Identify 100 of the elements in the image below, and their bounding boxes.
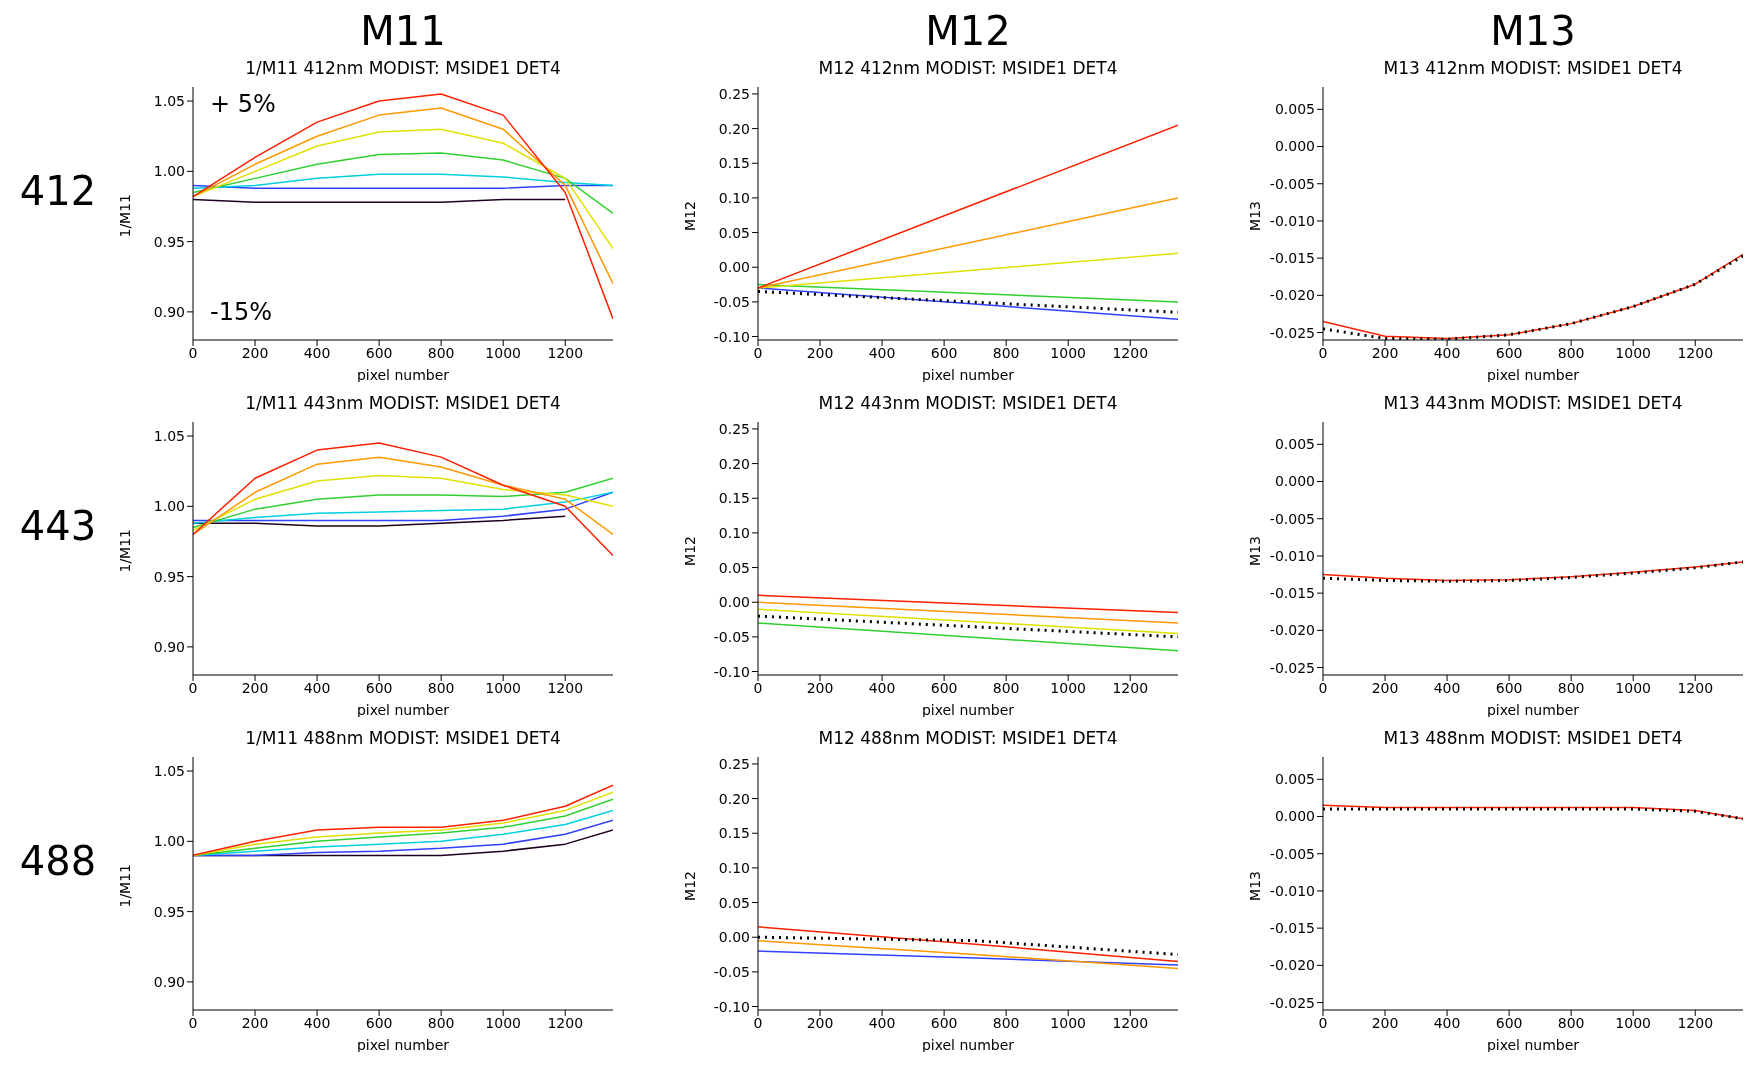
x-tick-label: 0 <box>188 344 198 361</box>
y-tick-label: -0.020 <box>1269 957 1315 974</box>
x-tick-label: 400 <box>1433 1014 1461 1031</box>
x-tick-label: 1200 <box>1677 679 1714 696</box>
y-tick-label: 0.90 <box>153 303 185 320</box>
y-axis-title: 1/M11 <box>117 194 133 238</box>
x-tick-label: 600 <box>1495 344 1523 361</box>
x-tick-label: 800 <box>992 679 1020 696</box>
y-tick-label: 0.90 <box>153 638 185 655</box>
x-tick-label: 1000 <box>485 344 522 361</box>
y-tick-label: -0.020 <box>1269 622 1315 639</box>
x-tick-label: 600 <box>1495 679 1523 696</box>
x-tick-label: 800 <box>427 679 455 696</box>
x-tick-label: 1200 <box>1112 344 1149 361</box>
x-tick-label: 200 <box>241 344 269 361</box>
y-tick-label: 0.25 <box>718 420 750 437</box>
y-tick-label: 0.15 <box>718 155 750 172</box>
chart-title: M12 443nm MODIST: MSIDE1 DET4 <box>817 393 1119 415</box>
x-tick-label: 0 <box>1318 679 1328 696</box>
x-tick-label: 400 <box>1433 344 1461 361</box>
line-series <box>193 456 613 536</box>
x-tick-label: 1000 <box>1050 1014 1087 1031</box>
y-tick-label: 0.005 <box>1274 101 1315 118</box>
y-axis-title: M13 <box>1247 871 1263 901</box>
chart-title: 1/M11 488nm MODIST: MSIDE1 DET4 <box>244 728 562 750</box>
annotation: -15% <box>210 298 273 326</box>
x-tick-label: 600 <box>930 344 958 361</box>
x-tick-label: 400 <box>868 344 896 361</box>
y-tick-label: 0.25 <box>718 85 750 102</box>
x-tick-label: 400 <box>303 679 331 696</box>
y-tick-label: 1.05 <box>153 763 185 780</box>
x-tick-label: 1000 <box>1615 679 1652 696</box>
x-tick-label: 600 <box>1495 1014 1523 1031</box>
x-tick-label: 800 <box>1557 679 1585 696</box>
x-tick-label: 800 <box>427 344 455 361</box>
x-tick-label: 1200 <box>1112 1014 1149 1031</box>
chart-title: 1/M11 443nm MODIST: MSIDE1 DET4 <box>244 393 562 415</box>
y-tick-label: 0.20 <box>718 790 750 807</box>
x-tick-label: 200 <box>241 679 269 696</box>
y-axis-title: M13 <box>1247 536 1263 566</box>
y-tick-label: -0.05 <box>713 963 750 980</box>
line-series <box>193 442 613 557</box>
chart-title: M12 412nm MODIST: MSIDE1 DET4 <box>817 58 1119 80</box>
y-tick-label: -0.015 <box>1269 250 1315 267</box>
y-tick-label: 0.20 <box>718 120 750 137</box>
x-tick-label: 0 <box>1318 1014 1328 1031</box>
y-tick-label: 0.000 <box>1274 808 1315 825</box>
x-tick-label: 400 <box>303 1014 331 1031</box>
x-tick-label: 400 <box>868 679 896 696</box>
x-tick-label: 800 <box>1557 344 1585 361</box>
x-axis-title: pixel number <box>1486 367 1580 383</box>
y-tick-label: -0.05 <box>713 628 750 645</box>
chart-title: M13 443nm MODIST: MSIDE1 DET4 <box>1382 393 1684 415</box>
y-axis-title: 1/M11 <box>117 529 133 573</box>
x-tick-label: 800 <box>427 1014 455 1031</box>
y-tick-label: -0.10 <box>713 663 750 680</box>
y-tick-label: -0.010 <box>1269 547 1315 564</box>
y-axis-title: M12 <box>682 536 698 566</box>
x-tick-label: 0 <box>753 1014 763 1031</box>
x-tick-label: 0 <box>188 679 198 696</box>
x-tick-label: 200 <box>806 679 834 696</box>
y-tick-label: 0.15 <box>718 490 750 507</box>
x-tick-label: 600 <box>365 679 393 696</box>
x-tick-label: 200 <box>1371 344 1399 361</box>
x-tick-label: 400 <box>303 344 331 361</box>
y-tick-label: 0.000 <box>1274 473 1315 490</box>
y-tick-label: -0.015 <box>1269 585 1315 602</box>
x-tick-label: 1000 <box>1615 1014 1652 1031</box>
x-tick-label: 800 <box>1557 1014 1585 1031</box>
x-tick-label: 800 <box>992 1014 1020 1031</box>
text: M11 <box>359 8 447 54</box>
y-tick-label: 0.05 <box>718 224 750 241</box>
x-axis-title: pixel number <box>921 367 1015 383</box>
y-tick-label: 0.10 <box>718 524 750 541</box>
x-tick-label: 1000 <box>1050 679 1087 696</box>
x-tick-label: 0 <box>753 679 763 696</box>
y-tick-label: 0.90 <box>153 973 185 990</box>
y-tick-label: 0.00 <box>718 929 750 946</box>
x-axis-title: pixel number <box>356 1037 450 1053</box>
x-tick-label: 400 <box>1433 679 1461 696</box>
line-series <box>193 152 613 215</box>
y-tick-label: 1.00 <box>153 163 185 180</box>
y-tick-label: 0.25 <box>718 755 750 772</box>
y-tick-label: -0.025 <box>1269 659 1315 676</box>
y-tick-label: 1.05 <box>153 93 185 110</box>
y-tick-label: -0.015 <box>1269 920 1315 937</box>
x-axis-title: pixel number <box>356 702 450 718</box>
x-tick-label: 1000 <box>485 1014 522 1031</box>
text: 443 <box>18 503 98 549</box>
y-tick-label: 0.20 <box>718 455 750 472</box>
y-tick-label: 1.00 <box>153 498 185 515</box>
y-tick-label: -0.010 <box>1269 212 1315 229</box>
x-tick-label: 200 <box>806 344 834 361</box>
x-tick-label: 1200 <box>547 344 584 361</box>
y-tick-label: -0.020 <box>1269 287 1315 304</box>
text: 488 <box>18 838 98 884</box>
y-tick-label: 1.05 <box>153 428 185 445</box>
x-axis-title: pixel number <box>921 702 1015 718</box>
y-tick-label: 0.005 <box>1274 771 1315 788</box>
y-axis-title: M12 <box>682 871 698 901</box>
